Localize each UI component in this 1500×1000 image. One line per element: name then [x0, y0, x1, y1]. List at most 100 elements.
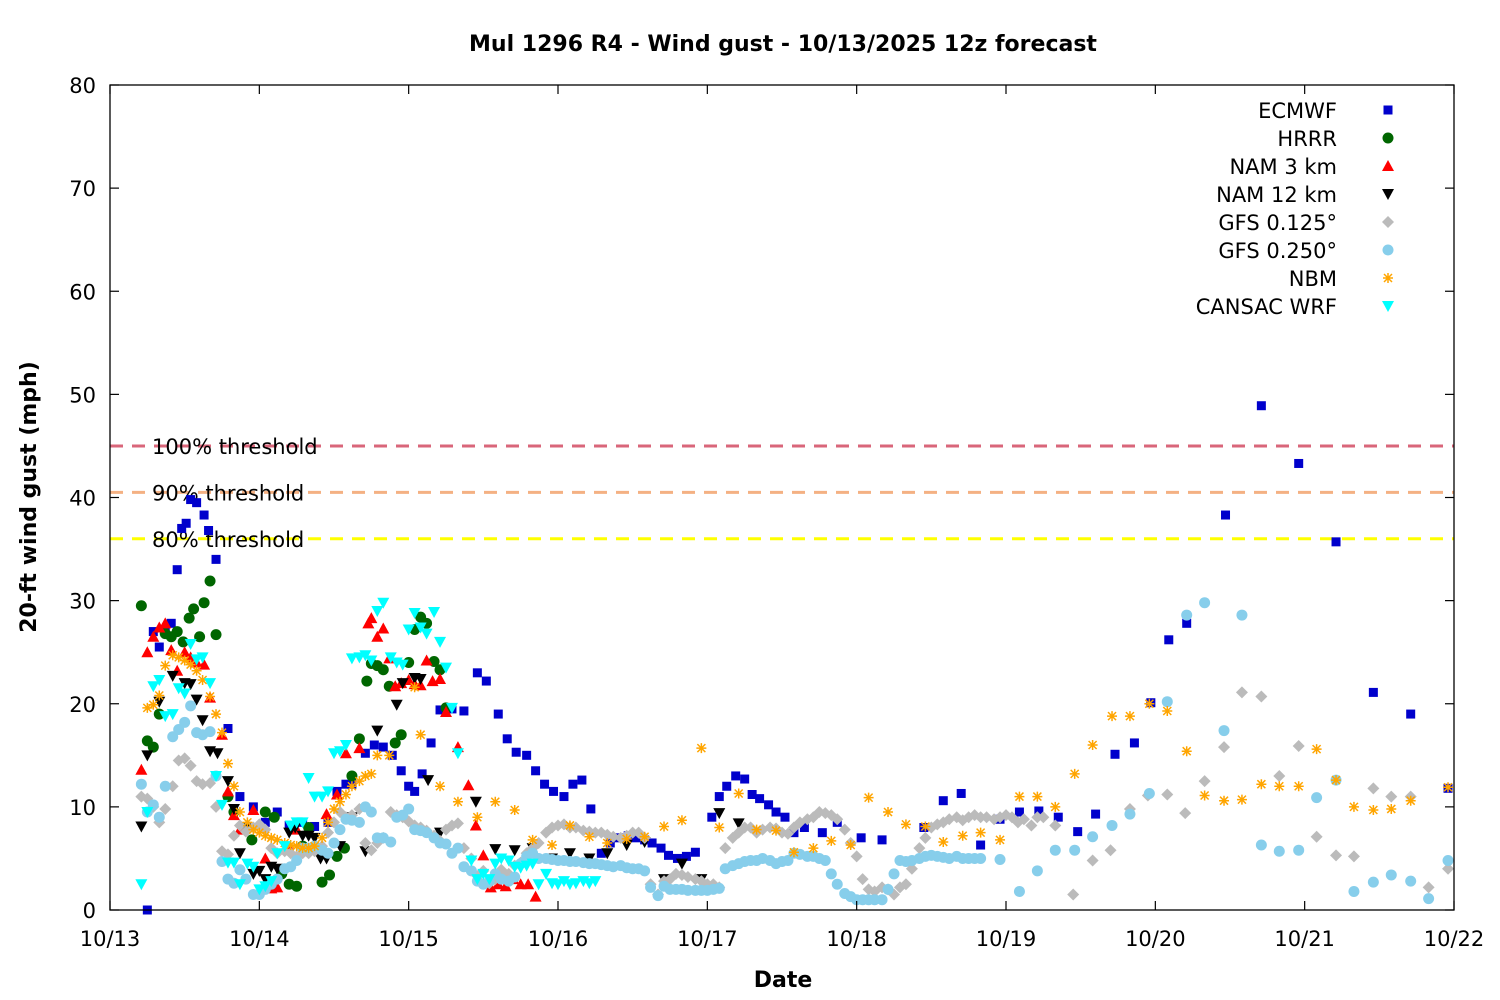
data-point: [863, 792, 874, 803]
data-point: [353, 733, 365, 745]
x-tick-label: 10/19: [976, 927, 1037, 951]
data-point: [1179, 807, 1192, 820]
axes: 0 10 20 30 40 50 60 70 80 10/13 10/14 10/15 10/16 10/…: [69, 74, 1484, 951]
data-point: [316, 791, 329, 803]
data-point: [652, 890, 664, 902]
data-point: [509, 804, 520, 815]
data-point: [975, 827, 986, 838]
data-point: [938, 836, 949, 847]
data-point: [483, 874, 496, 886]
data-point: [493, 709, 503, 719]
data-point: [341, 779, 351, 789]
data-point: [1273, 769, 1286, 782]
data-point: [210, 770, 223, 782]
data-point: [204, 726, 216, 738]
data-point: [938, 796, 948, 806]
data-point: [265, 876, 278, 888]
data-point: [384, 652, 397, 664]
data-point: [549, 786, 559, 796]
legend-label: GFS 0.125°: [1218, 211, 1337, 235]
data-point: [135, 821, 148, 833]
data-point: [676, 815, 687, 826]
series-nbm: [142, 650, 1454, 858]
data-point: [188, 603, 200, 615]
data-point: [1091, 809, 1101, 819]
data-point: [714, 822, 725, 833]
data-point: [1013, 885, 1025, 897]
data-point: [732, 818, 745, 830]
data-point: [1049, 819, 1062, 832]
data-point: [1182, 618, 1192, 628]
data-point: [241, 858, 254, 870]
data-point: [540, 779, 550, 789]
data-point: [186, 495, 196, 505]
data-point: [395, 729, 407, 741]
data-point: [396, 766, 406, 776]
data-point: [1422, 881, 1435, 894]
data-point: [283, 827, 296, 839]
data-point: [602, 837, 613, 848]
data-point: [259, 852, 272, 864]
x-tick-label: 10/18: [826, 927, 887, 951]
data-point: [522, 750, 532, 760]
data-point: [197, 675, 208, 686]
data-point: [675, 858, 688, 870]
data-point: [596, 848, 606, 858]
x-tick-label: 10/16: [528, 927, 589, 951]
x-axis-label: Date: [754, 968, 813, 993]
data-point: [260, 817, 270, 827]
data-point: [268, 811, 280, 823]
data-point: [451, 817, 464, 830]
data-point: [552, 879, 564, 891]
data-point: [211, 709, 222, 720]
data-point: [831, 878, 843, 890]
data-point: [160, 660, 171, 671]
data-point: [856, 873, 869, 886]
data-point: [577, 775, 587, 785]
data-point: [147, 741, 159, 753]
data-point: [1107, 711, 1118, 722]
data-point: [808, 843, 819, 854]
data-point: [178, 752, 191, 765]
data-point: [1087, 831, 1099, 843]
data-point: [365, 844, 378, 857]
data-point: [1073, 827, 1083, 837]
data-point: [1037, 811, 1050, 824]
legend-label: CANSAC WRF: [1196, 295, 1337, 319]
data-point: [1110, 749, 1120, 759]
data-point: [173, 724, 185, 736]
y-tick-label: 20: [69, 693, 96, 717]
data-point: [417, 769, 427, 779]
data-point: [322, 847, 334, 859]
data-point: [656, 843, 666, 853]
data-point: [547, 840, 558, 851]
data-points: [135, 401, 1455, 915]
data-point: [210, 629, 222, 641]
data-point: [452, 796, 463, 807]
data-point: [471, 874, 484, 886]
data-point: [713, 882, 725, 894]
data-point: [329, 803, 339, 814]
data-point: [1256, 779, 1267, 790]
data-point: [359, 650, 372, 662]
y-tick-label: 10: [69, 796, 96, 820]
data-point: [1236, 609, 1248, 621]
data-point: [1385, 869, 1397, 881]
data-point: [396, 678, 409, 690]
legend-marker: [1383, 273, 1393, 283]
data-point: [509, 871, 521, 883]
data-point: [920, 821, 931, 832]
data-point: [310, 821, 320, 831]
data-point: [469, 819, 482, 831]
data-point: [1236, 794, 1247, 805]
data-point: [184, 759, 197, 772]
data-point: [1293, 844, 1305, 856]
series-ecmwf: [142, 401, 1453, 915]
data-point: [639, 831, 650, 842]
data-point: [445, 702, 458, 714]
data-point: [339, 747, 352, 759]
data-point: [272, 807, 282, 817]
data-point: [465, 865, 477, 877]
y-tick-label: 70: [69, 177, 96, 201]
data-point: [233, 848, 246, 860]
